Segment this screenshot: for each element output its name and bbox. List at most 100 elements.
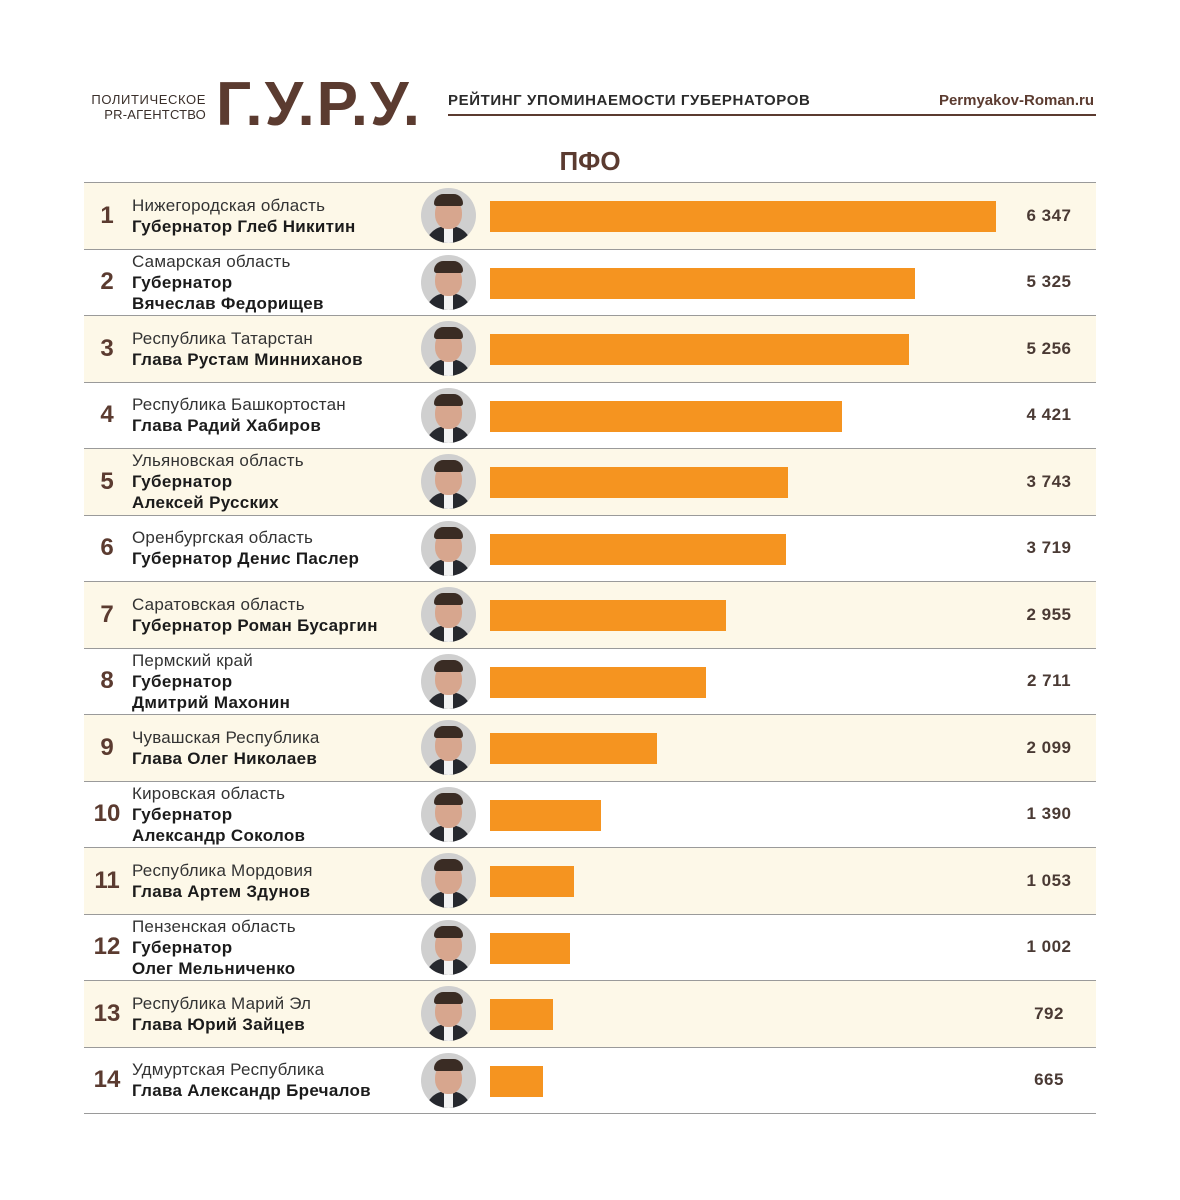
table-row: 12 Пензенская область Губернатор Олег Мельн… (84, 915, 1096, 981)
rank-number: 11 (94, 866, 120, 894)
region-name: Саратовская область (132, 594, 305, 614)
bar-track (490, 250, 1000, 316)
bar-track (490, 782, 1000, 848)
bar (490, 600, 726, 631)
governor-photo (421, 720, 476, 775)
governor-name: Александр Соколов (132, 825, 306, 845)
governor-photo (421, 587, 476, 642)
mention-count: 1 002 (1026, 937, 1072, 957)
table-row: 9 Чувашская Республика Глава Олег Николаев… (84, 715, 1096, 782)
mention-count: 1 390 (1026, 804, 1072, 824)
region-name: Ульяновская область (132, 451, 304, 471)
region-name: Чувашская Республика (132, 727, 320, 747)
name-block: Удмуртская Республика Глава Александр Бре… (132, 1048, 412, 1114)
rank-number: 7 (100, 600, 114, 628)
guru-logo: Г.У.Р.У. (216, 70, 422, 139)
governor-name: Глава Александр Бречалов (132, 1081, 371, 1101)
bar (490, 201, 996, 232)
governor-photo (421, 986, 476, 1041)
name-block: Республика Марий Эл Глава Юрий Зайцев (132, 981, 412, 1047)
bar-track (490, 449, 1000, 515)
mention-count: 3 719 (1026, 538, 1072, 558)
rank-number: 9 (100, 733, 114, 761)
bar-track (490, 848, 1000, 914)
name-block: Чувашская Республика Глава Олег Николаев (132, 715, 412, 781)
name-block: Ульяновская область Губернатор Алексей Рус… (132, 449, 412, 515)
governor-photo (421, 786, 476, 842)
header: ПОЛИТИЧЕСКОЕ PR-АГЕНТСТВО Г.У.Р.У. РЕЙТИ… (0, 0, 1180, 140)
governor-photo (421, 919, 476, 975)
governor-name: Губернатор Денис Паслер (132, 549, 360, 569)
name-block: Республика Татарстан Глава Рустам Минниха… (132, 316, 412, 382)
rank-number: 8 (100, 667, 114, 695)
governor-name: Олег Мельниченко (132, 958, 296, 978)
mention-count: 2 099 (1026, 737, 1072, 757)
table-row: 4 Республика Башкортостан Глава Радий Хаби… (84, 383, 1096, 449)
governor-photo (421, 387, 476, 443)
mention-count: 1 053 (1026, 870, 1072, 890)
table-row: 10 Кировская область Губернатор Александр С… (84, 782, 1096, 848)
table-row: 6 Оренбургская область Губернатор Денис Па… (84, 516, 1096, 582)
bar (490, 733, 658, 764)
mention-count: 6 347 (1026, 205, 1072, 225)
bar (490, 533, 787, 565)
governor-photo (421, 1052, 476, 1108)
governor-name: Глава Олег Николаев (132, 748, 318, 768)
chart-title: ПФО (559, 146, 621, 176)
region-name: Нижегородская область (132, 195, 326, 215)
table-row: 5 Ульяновская область Губернатор Алексей Ру… (84, 449, 1096, 516)
region-name: Удмуртская Республика (132, 1060, 325, 1080)
region-name: Республика Марий Эл (132, 993, 312, 1013)
table-row: 14 Удмуртская Республика Глава Александр Б… (84, 1048, 1096, 1114)
region-name: Республика Мордовия (132, 860, 313, 880)
table-row: 3 Республика Татарстан Глава Рустам Минних… (84, 316, 1096, 383)
table-row: 2 Самарская область Губернатор Вячеслав Фед… (84, 250, 1096, 316)
mention-count: 2 955 (1026, 604, 1072, 624)
governor-name: Губернатор (132, 804, 233, 824)
bar (490, 999, 554, 1030)
bar-track (490, 383, 1000, 449)
bar (490, 932, 570, 964)
rating-subtitle: РЕЙТИНГ УПОМИНАЕМОСТИ ГУБЕРНАТОРОВ (448, 92, 811, 109)
bar (490, 799, 601, 831)
site-link[interactable]: Permyakov-Roman.ru (938, 92, 1094, 109)
region-name: Кировская область (132, 783, 286, 803)
name-block: Саратовская область Губернатор Роман Буса… (132, 582, 412, 648)
bar-track (490, 915, 1000, 981)
table-row: 11 Республика Мордовия Глава Артем Здунов 1… (84, 848, 1096, 915)
name-block: Нижегородская область Губернатор Глеб Ник… (132, 183, 412, 249)
bar (490, 334, 910, 365)
bar-track (490, 582, 1000, 648)
region-name: Республика Татарстан (132, 328, 313, 348)
governor-photo (421, 653, 476, 709)
bar (490, 467, 789, 498)
bar (490, 400, 843, 432)
ranking-table: 1 Нижегородская область Губернатор Глеб Ни… (84, 182, 1096, 1114)
bar (490, 267, 915, 299)
governor-name: Губернатор (132, 671, 233, 691)
governor-name: Дмитрий Махонин (132, 692, 291, 712)
rank-number: 12 (93, 933, 121, 961)
governor-name: Глава Радий Хабиров (132, 416, 322, 436)
rank-number: 4 (100, 401, 114, 429)
mention-count: 665 (1034, 1070, 1064, 1090)
governor-name: Губернатор Глеб Никитин (132, 216, 356, 236)
rank-number: 10 (93, 800, 121, 828)
mention-count: 2 711 (1026, 671, 1072, 691)
agency-label: ПОЛИТИЧЕСКОЕ PR-АГЕНТСТВО (84, 92, 206, 122)
governor-name: Вячеслав Федорищев (132, 293, 324, 313)
table-row: 13 Республика Марий Эл Глава Юрий Зайцев 79… (84, 981, 1096, 1048)
region-name: Самарская область (132, 251, 291, 271)
mention-count: 5 256 (1026, 338, 1072, 358)
region-name: Оренбургская область (132, 528, 314, 548)
name-block: Оренбургская область Губернатор Денис Пас… (132, 516, 412, 582)
name-block: Пензенская область Губернатор Олег Мельнич… (132, 915, 412, 981)
table-row: 7 Саратовская область Губернатор Роман Бус… (84, 582, 1096, 649)
bar (490, 666, 707, 698)
mention-count: 4 421 (1026, 405, 1072, 425)
name-block: Кировская область Губернатор Александр Сок… (132, 782, 412, 848)
region-name: Республика Башкортостан (132, 395, 346, 415)
governor-name: Глава Юрий Зайцев (132, 1014, 305, 1034)
bar (490, 1065, 543, 1097)
bar-track (490, 316, 1000, 382)
